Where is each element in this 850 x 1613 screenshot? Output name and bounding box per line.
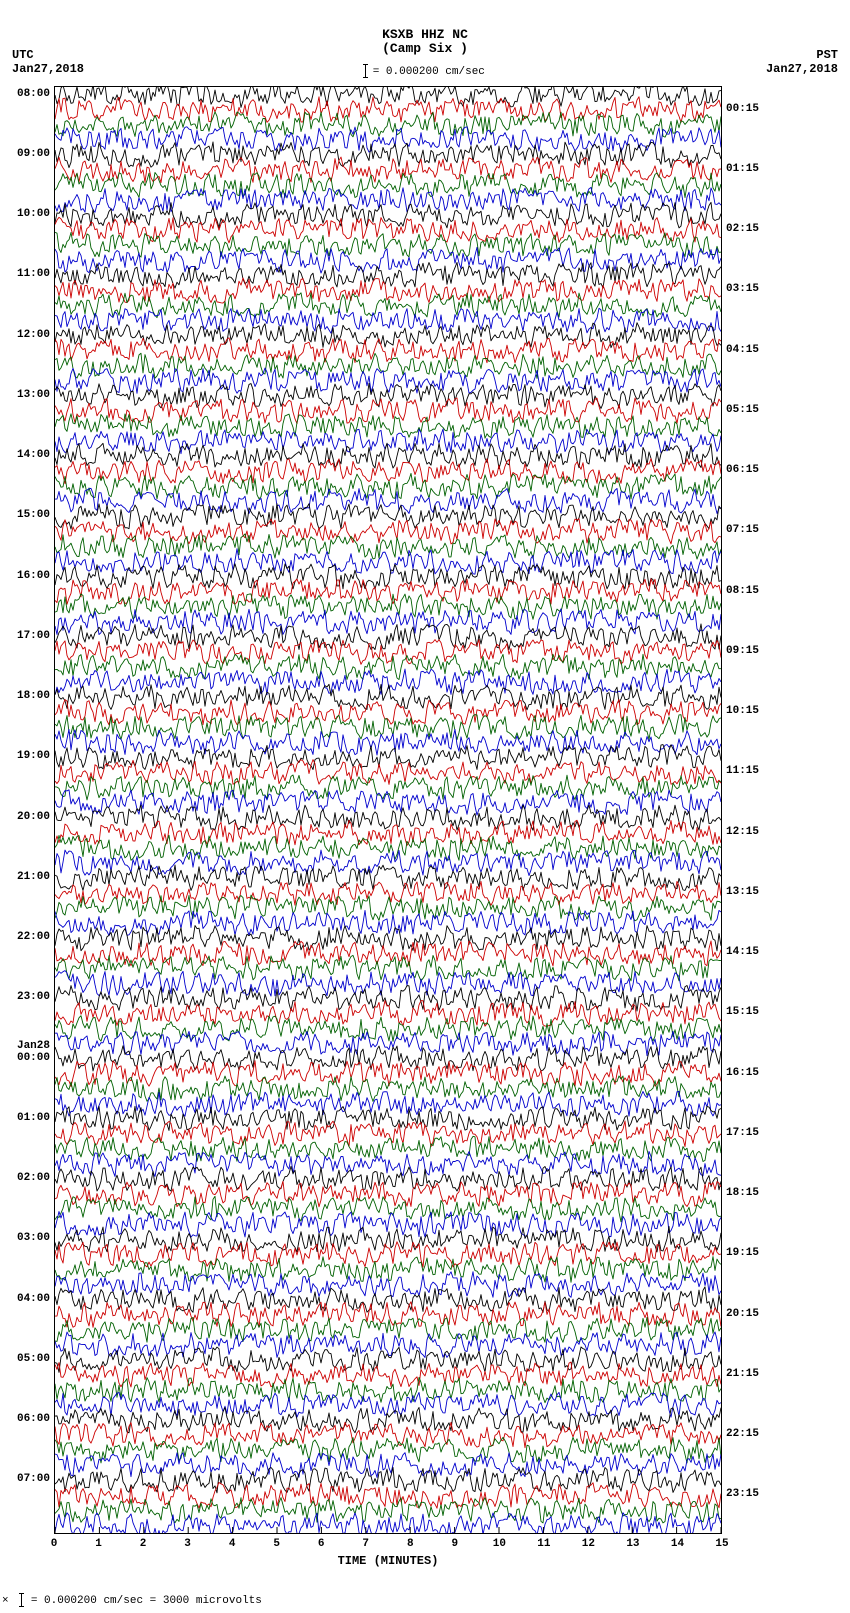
x-tick: 3 [168,1538,208,1550]
utc-hour-label: 15:00 [17,510,50,521]
pst-hour-label: 23:15 [726,1489,759,1500]
pst-hour-label: 02:15 [726,224,759,235]
pst-hour-label: 20:15 [726,1309,759,1320]
utc-hour-label: 18:00 [17,691,50,702]
utc-hour-label: 10:00 [17,209,50,220]
x-tick: 7 [346,1538,386,1550]
pst-hour-label: 15:15 [726,1007,759,1018]
footer-prefix: × [2,1595,9,1607]
pst-hour-label: 03:15 [726,284,759,295]
x-tick: 10 [479,1538,519,1550]
utc-hour-label: 12:00 [17,330,50,341]
x-axis: TIME (MINUTES) 0123456789101112131415 [54,1536,722,1576]
pst-hour-label: 14:15 [726,947,759,958]
footer-scale: × = 0.000200 cm/sec = 3000 microvolts [2,1593,262,1607]
pst-hour-label: 01:15 [726,164,759,175]
utc-hour-label: 13:00 [17,390,50,401]
pst-hour-label: 11:15 [726,766,759,777]
seismogram-canvas [55,87,721,1533]
utc-hour-label: 21:00 [17,872,50,883]
x-tick: 8 [390,1538,430,1550]
x-axis-title: TIME (MINUTES) [54,1554,722,1568]
utc-hour-label: 08:00 [17,89,50,100]
pst-hour-label: 12:15 [726,827,759,838]
scale-text: = 0.000200 cm/sec [373,66,485,78]
utc-hour-label: 20:00 [17,812,50,823]
x-tick: 2 [123,1538,163,1550]
utc-hour-label: 02:00 [17,1173,50,1184]
utc-hour-label: 11:00 [17,269,50,280]
utc-hour-label: 05:00 [17,1354,50,1365]
header: KSXB HHZ NC (Camp Six ) UTC Jan27,2018 P… [0,0,850,86]
utc-hour-label: 14:00 [17,450,50,461]
utc-hour-label: 06:00 [17,1414,50,1425]
utc-hour-label: 01:00 [17,1113,50,1124]
utc-hour-label: 07:00 [17,1474,50,1485]
x-tick: 4 [212,1538,252,1550]
seismogram-plot [54,86,722,1534]
scale-note: = 0.000200 cm/sec [0,64,850,78]
station-code: KSXB HHZ NC [382,27,468,42]
x-tick: 14 [657,1538,697,1550]
pst-hour-label: 06:15 [726,465,759,476]
pst-hour-label: 08:15 [726,586,759,597]
pst-hour-labels: 00:15 01:15 02:15 03:15 04:15 05:15 06:15 07:15… [724,86,844,1534]
pst-hour-label: 04:15 [726,345,759,356]
utc-hour-label: 19:00 [17,751,50,762]
x-tick: 12 [568,1538,608,1550]
x-tick: 6 [301,1538,341,1550]
utc-hour-label: 16:00 [17,571,50,582]
x-tick: 15 [702,1538,742,1550]
pst-hour-label: 16:15 [726,1068,759,1079]
pst-hour-label: 13:15 [726,887,759,898]
x-tick: 9 [435,1538,475,1550]
x-tick: 11 [524,1538,564,1550]
utc-hour-label: 04:00 [17,1294,50,1305]
utc-hour-label: 03:00 [17,1233,50,1244]
pst-hour-label: 07:15 [726,525,759,536]
utc-hour-label: 23:00 [17,992,50,1003]
station-location: (Camp Six ) [382,41,468,56]
pst-hour-label: 19:15 [726,1248,759,1259]
footer-text: = 0.000200 cm/sec = 3000 microvolts [31,1595,262,1607]
right-tz: PST [816,48,838,62]
pst-hour-label: 22:15 [726,1429,759,1440]
pst-hour-label: 18:15 [726,1188,759,1199]
x-tick: 0 [34,1538,74,1550]
plot-title: KSXB HHZ NC (Camp Six ) [0,28,850,56]
pst-hour-label: 17:15 [726,1128,759,1139]
pst-hour-label: 10:15 [726,706,759,717]
utc-hour-label: 00:00 [17,1053,50,1064]
pst-hour-label: 05:15 [726,405,759,416]
utc-hour-labels: 08:00 09:00 10:00 11:00 12:00 13:00 14:00 15:00… [0,86,52,1534]
pst-hour-label: 00:15 [726,104,759,115]
left-tz: UTC [12,48,34,62]
pst-hour-label: 09:15 [726,646,759,657]
utc-hour-label: 17:00 [17,631,50,642]
x-tick: 5 [257,1538,297,1550]
pst-hour-label: 21:15 [726,1369,759,1380]
utc-day-break: Jan28 [17,1041,50,1052]
footer-scale-bar-icon [21,1593,22,1607]
utc-hour-label: 09:00 [17,149,50,160]
scale-bar-icon [365,64,366,78]
x-tick: 13 [613,1538,653,1550]
utc-hour-label: 22:00 [17,932,50,943]
x-tick: 1 [79,1538,119,1550]
seismogram-page: KSXB HHZ NC (Camp Six ) UTC Jan27,2018 P… [0,0,850,1613]
